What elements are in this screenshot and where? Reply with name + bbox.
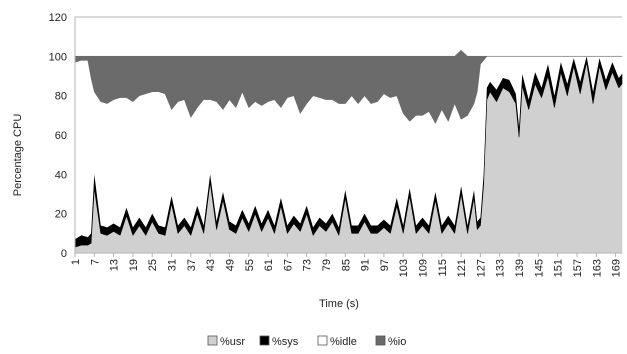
x-tick-label-163: 163 [591, 259, 603, 277]
legend-swatch-pct-idle [317, 335, 328, 346]
series-area-pct-idle [75, 56, 622, 240]
x-tick-label-157: 157 [572, 259, 584, 277]
x-tick-label-61: 61 [263, 259, 275, 271]
x-tick-label-13: 13 [109, 259, 121, 271]
legend-label-pct-io: %io [388, 336, 406, 348]
x-axis-title: Time (s) [319, 298, 359, 310]
x-tick-label-43: 43 [205, 259, 217, 271]
x-tick-label-169: 169 [611, 259, 623, 277]
axis-layer [74, 17, 622, 254]
x-tick-label-67: 67 [282, 259, 294, 271]
x-tick-label-121: 121 [456, 259, 468, 277]
series-area-pct-sys [74, 56, 623, 248]
x-tick-label-133: 133 [495, 259, 507, 277]
x-tick-label-73: 73 [302, 259, 314, 271]
y-tick-label-100: 100 [49, 51, 67, 63]
x-tick-label-1: 1 [70, 259, 82, 265]
series-area-pct-io [74, 50, 623, 124]
y-tick-label-20: 20 [55, 209, 67, 221]
legend: %usr %sys %idle %io [207, 335, 406, 348]
x-tick-label-79: 79 [321, 259, 333, 271]
x-tick-label-55: 55 [244, 259, 256, 271]
x-tick-label-115: 115 [437, 259, 449, 277]
y-tick-label-120: 120 [49, 12, 67, 24]
x-tick-label-103: 103 [398, 259, 410, 277]
legend-swatch-pct-io [375, 335, 386, 346]
x-tick-label-91: 91 [360, 259, 372, 271]
x-tick-label-139: 139 [514, 259, 526, 277]
x-tick-label-31: 31 [167, 259, 179, 271]
legend-swatch-pct-usr [207, 335, 218, 346]
x-tick-label-49: 49 [224, 259, 236, 271]
x-tick-label-151: 151 [553, 259, 565, 277]
legend-label-pct-idle: %idle [330, 336, 357, 348]
legend-label-pct-sys: %sys [272, 336, 299, 348]
x-tick-label-97: 97 [379, 259, 391, 271]
y-tick-label-60: 60 [55, 130, 67, 142]
legend-swatch-pct-sys [259, 335, 270, 346]
x-tick-label-127: 127 [475, 259, 487, 277]
x-tick-label-145: 145 [533, 259, 545, 277]
area-layer [74, 50, 623, 254]
x-tick-label-85: 85 [340, 259, 352, 271]
x-tick-label-7: 7 [89, 259, 101, 265]
x-tick-label-19: 19 [128, 259, 140, 271]
y-axis-title: Percentage CPU [12, 114, 24, 197]
y-tick-labels: 0 20 40 60 80 100 120 [49, 12, 67, 260]
x-tick-label-37: 37 [186, 259, 198, 271]
y-tick-label-40: 40 [55, 169, 67, 181]
y-tick-label-0: 0 [61, 248, 67, 260]
x-tick-labels: 1 7 13 19 25 31 37 43 49 55 61 67 73 79 85 91 97 103 109 11… [70, 253, 623, 277]
x-tick-label-109: 109 [418, 259, 430, 277]
legend-label-pct-usr: %usr [220, 336, 245, 348]
x-tick-label-25: 25 [147, 259, 159, 271]
y-tick-label-80: 80 [55, 91, 67, 103]
